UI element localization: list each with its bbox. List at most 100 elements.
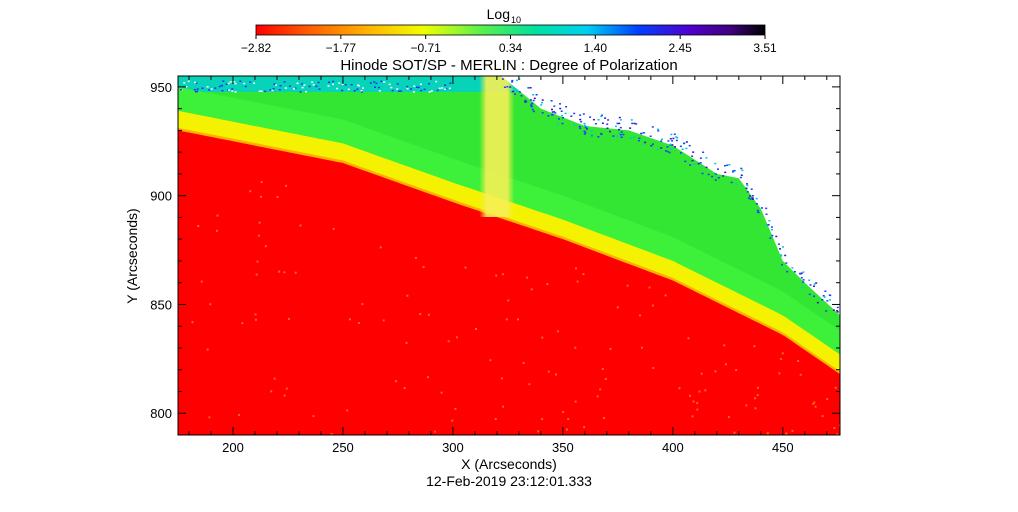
y-axis-label: Y (Arcseconds) [124, 208, 140, 303]
colorbar-tick-label: 3.51 [753, 41, 777, 55]
heatmap-speckle [775, 235, 778, 238]
heatmap-speckle [618, 122, 621, 125]
heatmap-speckle [724, 363, 727, 366]
y-axis: 800 850 900 950 [150, 80, 840, 421]
heatmap-speckle [745, 404, 748, 407]
heatmap-speckle [755, 197, 758, 200]
heatmap-speckle [419, 83, 422, 85]
heatmap-speckle [650, 144, 653, 147]
heatmap-speckle [802, 271, 805, 273]
heatmap-speckle [561, 122, 564, 125]
heatmap-speckle [495, 274, 498, 277]
heatmap-speckle [283, 394, 286, 397]
heatmap-speckle [275, 84, 277, 86]
heatmap-speckle [430, 90, 433, 92]
heatmap-speckle [770, 226, 773, 228]
heatmap-speckle [780, 254, 783, 256]
heatmap-speckle [836, 311, 839, 313]
heatmap-speckle [780, 255, 783, 257]
heatmap-speckle [698, 390, 701, 393]
heatmap-speckle [360, 90, 363, 92]
heatmap-speckle [728, 164, 731, 166]
heatmap-speckle [445, 88, 448, 90]
heatmap-speckle [451, 419, 454, 422]
heatmap-speckle [838, 424, 840, 427]
heatmap-speckle [258, 90, 261, 92]
heatmap-speckle [651, 126, 654, 128]
heatmap-speckle [597, 136, 600, 138]
heatmap-speckle [234, 82, 237, 85]
heatmap-speckle [641, 143, 644, 145]
heatmap-speckle [619, 126, 622, 129]
heatmap-speckle [582, 273, 585, 276]
heatmap-speckle [206, 348, 209, 351]
heatmap-speckle [602, 417, 605, 419]
heatmap-speckle [532, 110, 535, 113]
heatmap-speckle [301, 83, 304, 85]
heatmap-speckle [200, 280, 203, 283]
heatmap-speckle [661, 138, 663, 141]
heatmap-speckle [672, 137, 675, 140]
heatmap-speckle [771, 234, 774, 237]
heatmap-vertical-strip [479, 76, 515, 217]
heatmap-speckle [382, 319, 385, 322]
heatmap-speckle [414, 256, 417, 259]
heatmap-speckle [308, 85, 311, 88]
heatmap-speckle [369, 82, 372, 84]
heatmap-speckle [670, 133, 673, 136]
heatmap-speckle [705, 157, 708, 159]
heatmap-speckle [362, 87, 364, 89]
heatmap-speckle [412, 91, 415, 93]
heatmap-speckle [812, 402, 815, 405]
colorbar-tick-label: −2.82 [241, 41, 272, 55]
heatmap-speckle [833, 427, 836, 429]
heatmap-speckle [399, 90, 402, 92]
heatmap-speckle [579, 118, 582, 121]
heatmap-speckle [433, 430, 436, 433]
heatmap-speckle [767, 224, 770, 226]
heatmap-speckle [630, 119, 633, 121]
heatmap-speckle [631, 122, 634, 125]
heatmap-speckle [551, 108, 553, 111]
heatmap-speckle [612, 135, 615, 137]
heatmap-speckle [332, 80, 335, 83]
heatmap-speckle [813, 401, 816, 404]
heatmap-speckle [691, 155, 694, 157]
heatmap-speckle [530, 105, 533, 108]
heatmap-speckle [210, 88, 213, 90]
colorbar-tick-label: −0.71 [410, 41, 441, 55]
heatmap-speckle [233, 81, 236, 83]
heatmap-speckle [765, 224, 768, 226]
heatmap-speckle [692, 151, 695, 153]
heatmap-speckle [378, 90, 381, 92]
heatmap-speckle [318, 88, 321, 90]
heatmap-speckle [311, 81, 314, 83]
heatmap-speckle [299, 91, 302, 93]
heatmap-speckle [383, 81, 386, 83]
heatmap-speckle [532, 94, 535, 96]
heatmap-speckle [684, 160, 687, 163]
heatmap-speckle [826, 300, 829, 302]
heatmap-speckle [441, 87, 444, 89]
heatmap-speckle [377, 86, 380, 89]
heatmap-speckle [765, 207, 768, 210]
heatmap-speckle [531, 102, 534, 105]
heatmap-speckle [550, 100, 553, 102]
heatmap-speckle [601, 114, 603, 117]
heatmap-speckle [197, 225, 200, 227]
heatmap-speckle [264, 90, 267, 93]
heatmap-speckle [637, 139, 640, 142]
heatmap-speckle [691, 159, 694, 162]
heatmap-speckle [639, 314, 641, 317]
heatmap-speckle [832, 309, 835, 311]
heatmap-speckle [756, 209, 759, 212]
heatmap-speckle [330, 433, 333, 435]
heatmap-speckle [244, 85, 247, 88]
heatmap-speckle [782, 246, 784, 248]
heatmap-speckle [620, 131, 623, 133]
heatmap-speckle [691, 415, 694, 418]
heatmap-speckle [574, 346, 577, 349]
heatmap-speckle [604, 377, 607, 380]
x-axis-label: X (Arcseconds) [461, 456, 557, 472]
heatmap-speckle [583, 130, 586, 133]
